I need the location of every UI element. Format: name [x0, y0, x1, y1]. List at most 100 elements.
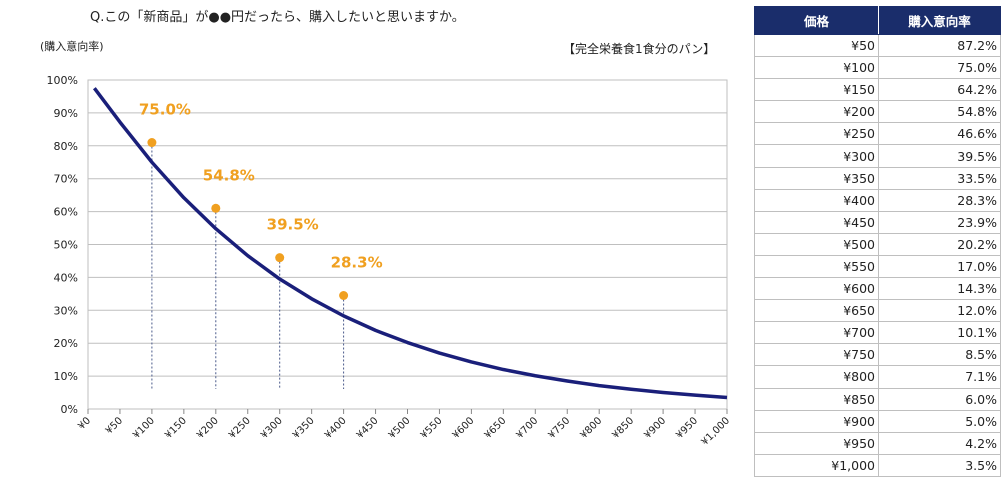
- table-row: ¥650 12.0%: [754, 299, 1001, 323]
- annotation-label: 75.0%: [139, 101, 191, 119]
- intent-rate-cell: 46.6%: [878, 122, 1001, 146]
- table-row: ¥250 46.6%: [754, 122, 1001, 146]
- price-cell: ¥800: [754, 365, 879, 389]
- price-cell: ¥550: [754, 255, 879, 279]
- y-tick-label: 80%: [54, 140, 78, 153]
- table-row: ¥900 5.0%: [754, 410, 1001, 433]
- y-tick-label: 40%: [54, 271, 78, 284]
- question-text: Q.この「新商品」が●●円だったら、購入したいと思いますか。: [90, 10, 465, 25]
- x-tick-label: ¥500: [387, 415, 413, 441]
- header-intent-rate: 購入意向率: [878, 6, 1001, 35]
- x-tick-label: ¥100: [131, 415, 157, 441]
- x-tick-label: ¥0: [76, 415, 93, 432]
- annotation-marker: [147, 138, 157, 148]
- annotation-marker: [339, 290, 349, 300]
- table-row: ¥50 87.2%: [754, 34, 1001, 58]
- annotation-label: 28.3%: [331, 253, 383, 271]
- intent-rate-cell: 4.2%: [878, 432, 1001, 455]
- table-row: ¥500 20.2%: [754, 233, 1001, 256]
- table-row: ¥800 7.1%: [754, 365, 1001, 389]
- x-tick-label: ¥650: [483, 415, 509, 441]
- price-cell: ¥350: [754, 167, 879, 190]
- price-cell: ¥600: [754, 277, 879, 301]
- purchase-intent-curve: [92, 87, 728, 400]
- x-tick-label: ¥200: [195, 415, 221, 441]
- price-cell: ¥450: [754, 211, 879, 234]
- annotation-label: 54.8%: [203, 166, 255, 184]
- intent-rate-cell: 39.5%: [878, 144, 1001, 168]
- x-tick-label: ¥950: [674, 415, 700, 441]
- table-row: ¥400 28.3%: [754, 189, 1001, 212]
- table-row: ¥950 4.2%: [754, 432, 1001, 455]
- y-tick-label: 50%: [54, 239, 78, 252]
- price-cell: ¥750: [754, 343, 879, 367]
- table-body: ¥50 87.2% ¥100 75.0% ¥150 64.2% ¥200 54.8% ¥250 4…: [754, 34, 1001, 477]
- x-tick-label: ¥750: [547, 415, 573, 441]
- x-tick-label: ¥850: [610, 415, 636, 441]
- intent-rate-cell: 20.2%: [878, 233, 1001, 256]
- table-row: ¥550 17.0%: [754, 255, 1001, 279]
- header-price: 価格: [754, 6, 879, 35]
- annotation-marker: [275, 253, 285, 263]
- y-tick-label: 100%: [47, 74, 78, 87]
- intent-rate-cell: 12.0%: [878, 299, 1001, 323]
- price-cell: ¥700: [754, 321, 879, 345]
- price-cell: ¥150: [754, 78, 879, 102]
- intent-rate-cell: 54.8%: [878, 100, 1001, 124]
- x-tick-label: ¥50: [104, 415, 125, 436]
- table-row: ¥1,000 3.5%: [754, 454, 1001, 477]
- intent-rate-cell: 87.2%: [878, 34, 1001, 58]
- y-tick-label: 0%: [61, 403, 78, 416]
- price-cell: ¥950: [754, 432, 879, 455]
- intent-rate-cell: 6.0%: [878, 388, 1001, 411]
- price-intent-table: 価格 購入意向率 ¥50 87.2% ¥100 75.0% ¥150 64.2% ¥200 5…: [754, 6, 1001, 477]
- x-tick-label: ¥900: [642, 415, 668, 441]
- table-row: ¥350 33.5%: [754, 167, 1001, 190]
- price-cell: ¥50: [754, 34, 879, 58]
- y-tick-label: 10%: [54, 370, 78, 383]
- intent-rate-cell: 17.0%: [878, 255, 1001, 279]
- intent-rate-cell: 14.3%: [878, 277, 1001, 301]
- intent-rate-cell: 3.5%: [878, 454, 1001, 477]
- x-tick-label: ¥600: [451, 415, 477, 441]
- x-tick-label: ¥400: [323, 415, 349, 441]
- y-tick-label: 20%: [54, 337, 78, 350]
- table-header-row: 価格 購入意向率: [754, 6, 1001, 35]
- y-tick-label: 60%: [54, 206, 78, 219]
- intent-rate-cell: 7.1%: [878, 365, 1001, 389]
- table-row: ¥850 6.0%: [754, 388, 1001, 411]
- intent-rate-cell: 75.0%: [878, 56, 1001, 80]
- x-tick-label: ¥800: [579, 415, 605, 441]
- purchase-intent-chart: 0% 10% 20% 30% 40% 50% 60% 70% 80% 90% 100% ¥0 ¥50 ¥1…: [47, 74, 733, 448]
- y-tick-label: 30%: [54, 304, 78, 317]
- table-row: ¥100 75.0%: [754, 56, 1001, 80]
- intent-rate-cell: 5.0%: [878, 410, 1001, 433]
- chart-subtitle: 【完全栄養食1食分のパン】: [563, 42, 716, 56]
- x-tick-label: ¥150: [163, 415, 189, 441]
- price-cell: ¥200: [754, 100, 879, 124]
- y-tick-label: 90%: [54, 107, 78, 120]
- x-tick-label: ¥1,000: [700, 415, 733, 448]
- intent-rate-cell: 8.5%: [878, 343, 1001, 367]
- intent-rate-cell: 10.1%: [878, 321, 1001, 345]
- intent-rate-cell: 64.2%: [878, 78, 1001, 102]
- price-cell: ¥1,000: [754, 454, 879, 477]
- price-cell: ¥500: [754, 233, 879, 256]
- table-row: ¥450 23.9%: [754, 211, 1001, 234]
- table-row: ¥200 54.8%: [754, 100, 1001, 124]
- y-axis-label: (購入意向率): [40, 40, 104, 53]
- x-tick-label: ¥550: [419, 415, 445, 441]
- price-cell: ¥300: [754, 144, 879, 168]
- annotation-label: 39.5%: [267, 216, 319, 234]
- table-row: ¥150 64.2%: [754, 78, 1001, 102]
- table-row: ¥750 8.5%: [754, 343, 1001, 367]
- x-tick-label: ¥300: [259, 415, 285, 441]
- price-cell: ¥100: [754, 56, 879, 80]
- price-cell: ¥650: [754, 299, 879, 323]
- price-cell: ¥400: [754, 189, 879, 212]
- intent-rate-cell: 33.5%: [878, 167, 1001, 190]
- intent-rate-cell: 28.3%: [878, 189, 1001, 212]
- y-tick-label: 70%: [54, 173, 78, 186]
- x-tick-label: ¥450: [355, 415, 381, 441]
- x-tick-label: ¥700: [515, 415, 541, 441]
